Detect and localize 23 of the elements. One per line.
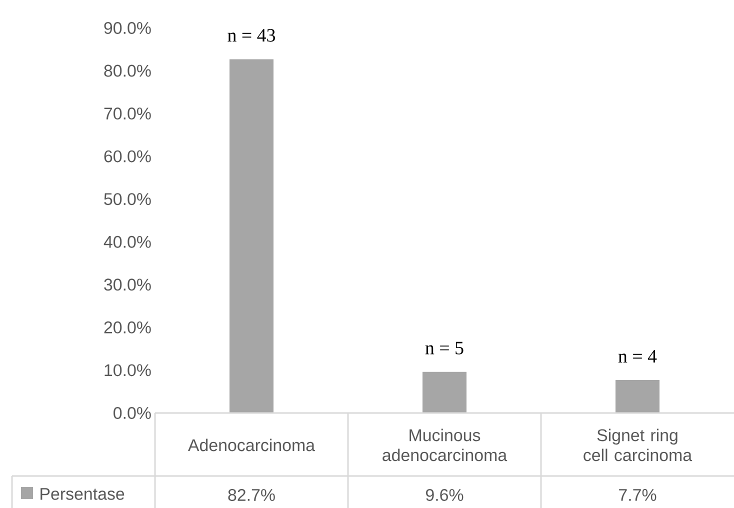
data-label: 7.7%	[619, 489, 656, 501]
y-tick-label: 30.0%	[104, 278, 151, 291]
y-tick-label: 20.0%	[104, 321, 151, 334]
data-label: 82.7%	[228, 488, 275, 501]
y-tick-label: 40.0%	[104, 236, 151, 248]
y-tick-label: 80.0%	[104, 64, 151, 77]
y-tick-label: 90.0%	[104, 22, 151, 34]
bar	[616, 380, 660, 413]
x-tick-label: Adenocarcinoma	[188, 438, 316, 452]
y-tick-label: 60.0%	[104, 150, 151, 162]
bar	[230, 59, 274, 413]
y-tick-label: 50.0%	[104, 193, 151, 206]
annotation: n = 43	[228, 28, 276, 42]
y-tick-label: 10.0%	[104, 364, 151, 376]
y-tick-label: 70.0%	[104, 108, 151, 120]
x-tick-label: Signet ring cell carcinoma	[584, 428, 692, 462]
legend-label: Persentase	[40, 488, 124, 500]
y-tick-label: 0.0%	[114, 406, 151, 419]
x-tick-label: Mucinous adenocarcinoma	[382, 428, 508, 462]
bar	[422, 372, 467, 413]
annotation: n = 4	[618, 350, 657, 363]
data-label: 9.6%	[426, 488, 464, 501]
annotation: n = 5	[425, 342, 464, 354]
